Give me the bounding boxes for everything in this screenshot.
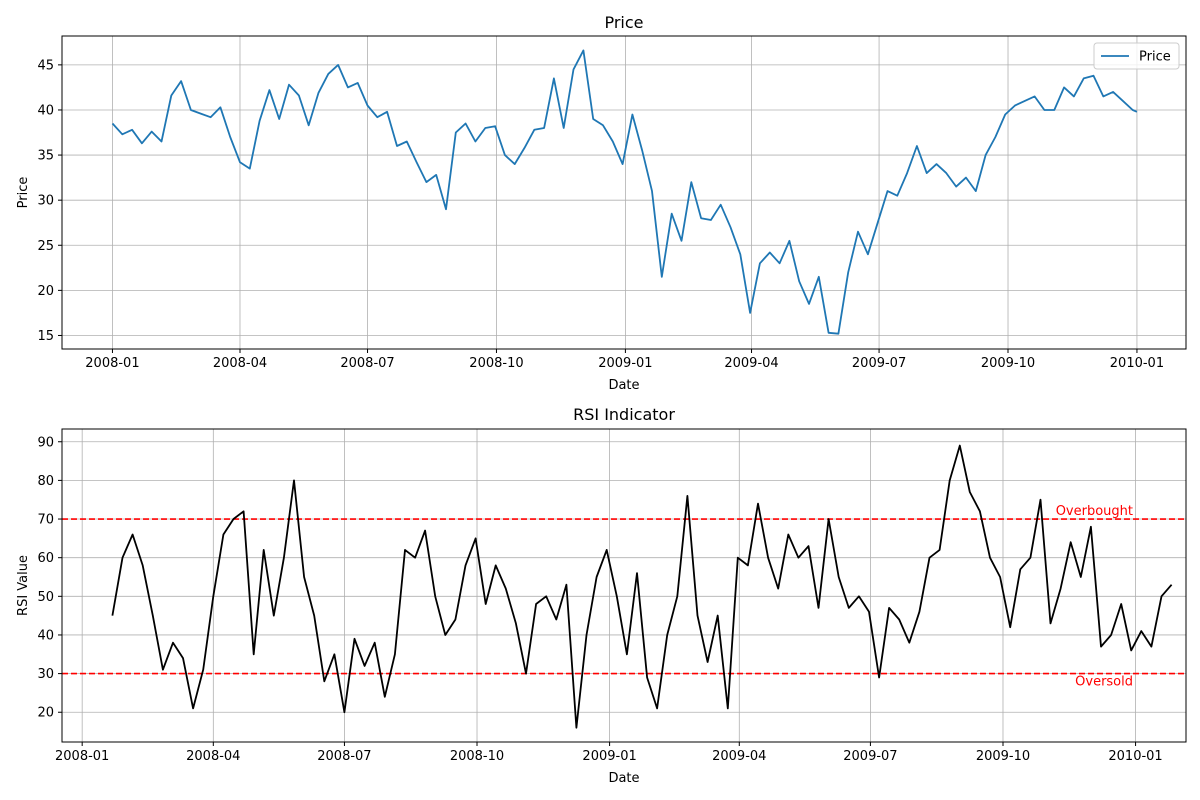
chart-title: Price (604, 13, 643, 32)
y-tick-label: 35 (37, 149, 54, 164)
x-tick-label: 2009-07 (852, 356, 906, 371)
y-tick-label: 15 (37, 329, 54, 344)
x-tick-label: 2008-07 (340, 356, 394, 371)
x-tick-label: 2009-01 (582, 749, 636, 764)
y-tick-label: 40 (37, 103, 54, 118)
x-tick-label: 2008-07 (317, 749, 371, 764)
price-chart: 2008-01 2008-04 2008-07 2008-10 2009-01 2009-… (16, 13, 1187, 393)
annotation-overbought: Overbought (1056, 504, 1133, 519)
x-tick-label: 2009-10 (981, 356, 1035, 371)
y-tick-label: 60 (37, 551, 54, 566)
y-tick-label: 90 (37, 435, 54, 450)
x-tick-label: 2008-01 (55, 749, 109, 764)
x-tick-label: 2008-04 (213, 356, 267, 371)
y-tick-label: 80 (37, 474, 54, 489)
axes-frame (61, 35, 1187, 350)
legend: Price (1093, 42, 1180, 70)
axes-frame (61, 428, 1187, 743)
x-tick-label: 2010-01 (1110, 356, 1164, 371)
chart-title: RSI Indicator (573, 405, 675, 424)
x-tick-label: 2008-01 (85, 356, 139, 371)
x-tick-label: 2009-07 (843, 749, 897, 764)
x-tick-label: 2009-01 (598, 356, 652, 371)
y-tick-label: 30 (37, 667, 54, 682)
x-tick-label: 2009-10 (976, 749, 1030, 764)
y-tick-label: 20 (37, 706, 54, 721)
y-tick-label: 20 (37, 284, 54, 299)
x-tick-label: 2010-01 (1108, 749, 1162, 764)
series-line-rsi (111, 444, 1173, 729)
x-tick-label: 2009-04 (712, 749, 766, 764)
y-tick-label: 45 (37, 58, 54, 73)
y-tick-label: 25 (37, 239, 54, 254)
x-tick-label: 2008-10 (469, 356, 523, 371)
x-tick-label: 2009-04 (724, 356, 778, 371)
legend-box (1093, 42, 1180, 70)
rsi-chart: Overbought Oversold 2008-01 2008-04 2008-07 2… (16, 405, 1187, 786)
legend-label: Price (1139, 50, 1171, 65)
x-axis-label: Date (608, 378, 639, 393)
annotation-oversold: Oversold (1075, 675, 1133, 690)
y-tick-label: 40 (37, 628, 54, 643)
y-axis-label: Price (16, 177, 31, 209)
y-tick-label: 70 (37, 513, 54, 528)
series-line-price (111, 49, 1138, 335)
x-axis-label: Date (608, 771, 639, 786)
x-tick-label: 2008-04 (186, 749, 240, 764)
x-tick-label: 2008-10 (450, 749, 504, 764)
grid (62, 36, 1186, 349)
y-tick-label: 50 (37, 590, 54, 605)
y-tick-label: 30 (37, 194, 54, 209)
y-axis-label: RSI Value (16, 555, 31, 616)
